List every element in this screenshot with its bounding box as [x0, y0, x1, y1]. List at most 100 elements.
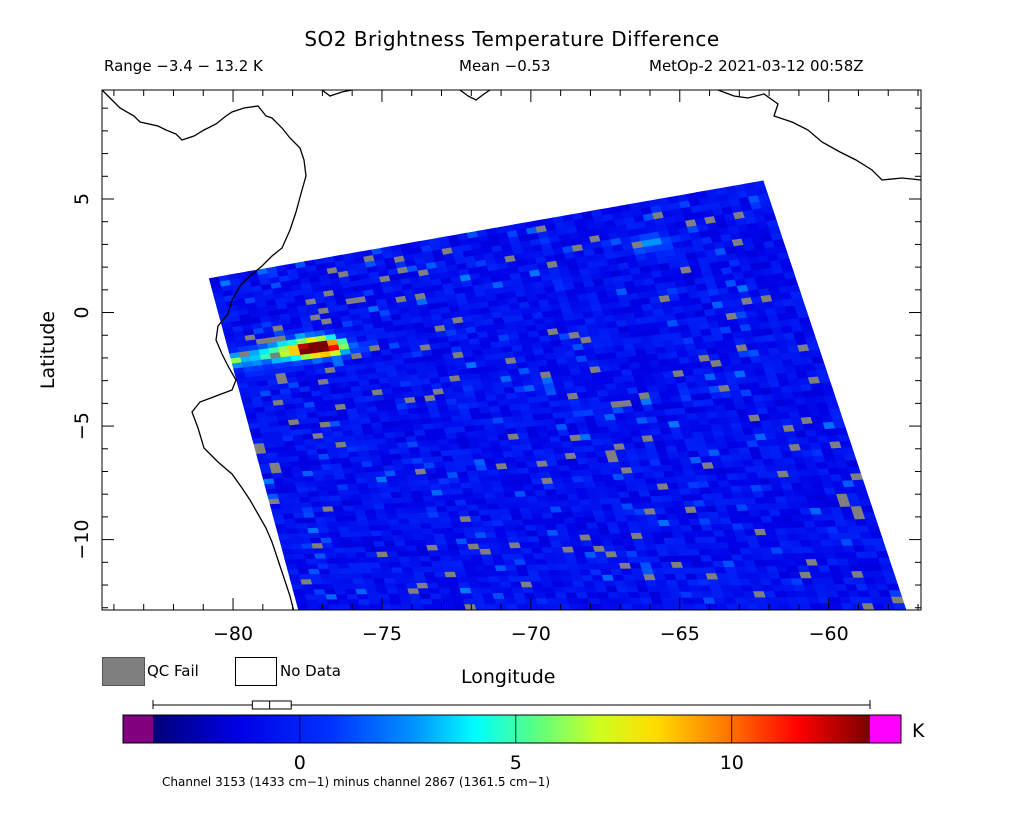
swath-pixel	[311, 543, 324, 550]
swath-pixel	[428, 588, 442, 595]
swath-pixel	[524, 524, 537, 532]
swath-pixel	[394, 507, 408, 515]
swath-pixel	[539, 506, 553, 514]
swath-pixel	[364, 583, 377, 590]
swath-pixel	[547, 603, 561, 610]
swath-pixel	[327, 563, 340, 570]
swath-pixel	[420, 490, 434, 497]
swath-pixel	[526, 604, 540, 610]
swath-pixel	[318, 532, 332, 539]
swath-pixel	[489, 581, 502, 589]
swath-pixel	[402, 534, 416, 542]
colorbar-frame	[122, 714, 902, 744]
caption: Channel 3153 (1433 cm−1) minus channel 2…	[162, 775, 551, 789]
swath-pixel	[402, 572, 416, 579]
swath-pixel	[395, 545, 408, 553]
swath-pixel	[337, 563, 351, 570]
swath-pixel	[463, 459, 477, 467]
swath-pixel	[288, 533, 301, 540]
swath-pixel	[485, 570, 499, 578]
swath-pixel	[319, 573, 333, 580]
swath-pixel	[327, 490, 341, 497]
swath-pixel	[534, 489, 548, 497]
swath-pixel	[411, 457, 424, 465]
swath-pixel	[512, 485, 526, 493]
swath-pixel	[806, 343, 820, 352]
swath-pixel	[419, 593, 433, 600]
swath-pixel	[586, 592, 600, 599]
swath-pixel	[340, 462, 354, 470]
swath-pixel	[382, 465, 396, 472]
swath-pixel	[304, 594, 318, 601]
swath-pixel	[856, 492, 870, 501]
swath-pixel	[330, 463, 344, 470]
swath-pixel	[415, 545, 429, 552]
swath-pixel	[326, 599, 340, 606]
swath-pixel	[451, 560, 465, 567]
swath-pixel	[478, 582, 492, 589]
swath-pixel	[359, 604, 373, 610]
swath-pixel	[510, 444, 524, 452]
swath-pixel	[420, 523, 433, 530]
swath-pixel	[389, 524, 402, 531]
swath-pixel	[500, 445, 514, 453]
swath-pixel	[495, 531, 508, 539]
swath-pixel	[383, 577, 397, 585]
swath-pixel	[532, 553, 546, 560]
swath-pixel	[435, 539, 448, 546]
x-tick-label: −60	[809, 623, 849, 645]
swath-pixel	[530, 581, 544, 588]
swath-pixel	[379, 562, 392, 569]
swath-pixel	[493, 525, 507, 533]
swath-pixel	[553, 552, 567, 560]
swath-pixel	[469, 515, 483, 523]
swath-pixel	[310, 579, 324, 585]
swath-pixel	[356, 594, 370, 600]
swath-pixel	[359, 493, 373, 501]
swath-pixel	[570, 575, 584, 582]
swath-pixel	[367, 557, 380, 564]
swath-pixel	[457, 543, 470, 551]
swath-pixel	[391, 497, 405, 504]
swath-pixel	[544, 592, 558, 600]
swath-pixel	[469, 587, 483, 594]
swath-pixel	[321, 542, 335, 549]
colorbar-gradient	[153, 715, 870, 743]
swath-pixel	[483, 458, 497, 466]
swath-pixel	[349, 604, 362, 610]
swath-pixel	[646, 550, 660, 558]
swath-pixel	[610, 603, 624, 610]
swath-pixel	[621, 603, 635, 610]
swath-pixel	[798, 603, 813, 610]
swath-pixel	[442, 527, 455, 535]
swath-pixel	[396, 588, 410, 595]
swath-pixel	[367, 593, 380, 600]
swath-pixel	[315, 558, 329, 565]
swath-pixel	[386, 513, 399, 521]
swath-pixel	[342, 505, 355, 512]
swath-pixel	[447, 510, 461, 518]
swath-pixel	[329, 532, 342, 539]
swath-pixel	[338, 604, 352, 610]
swath-pixel	[401, 458, 414, 466]
swath-pixel	[458, 476, 471, 484]
swath-pixel	[301, 507, 315, 514]
swath-pixel	[273, 518, 287, 525]
swath-pixel	[399, 523, 413, 531]
swath-pixel	[295, 558, 308, 565]
swath-pixel	[320, 464, 334, 471]
swath-pixel	[398, 593, 412, 600]
swath-pixel	[412, 534, 426, 541]
swath-pixel	[513, 559, 527, 566]
swath-pixel	[470, 481, 483, 489]
swath-pixel	[522, 553, 536, 560]
swath-pixel	[438, 478, 451, 485]
swath-pixel	[380, 604, 394, 610]
swath-pixel	[520, 513, 534, 521]
swath-pixel	[886, 583, 901, 591]
swath-pixel	[383, 540, 397, 548]
swath-pixel	[359, 567, 373, 574]
swath-pixel	[288, 574, 302, 581]
swath-pixel	[342, 578, 355, 585]
swath-pixel	[345, 478, 358, 485]
